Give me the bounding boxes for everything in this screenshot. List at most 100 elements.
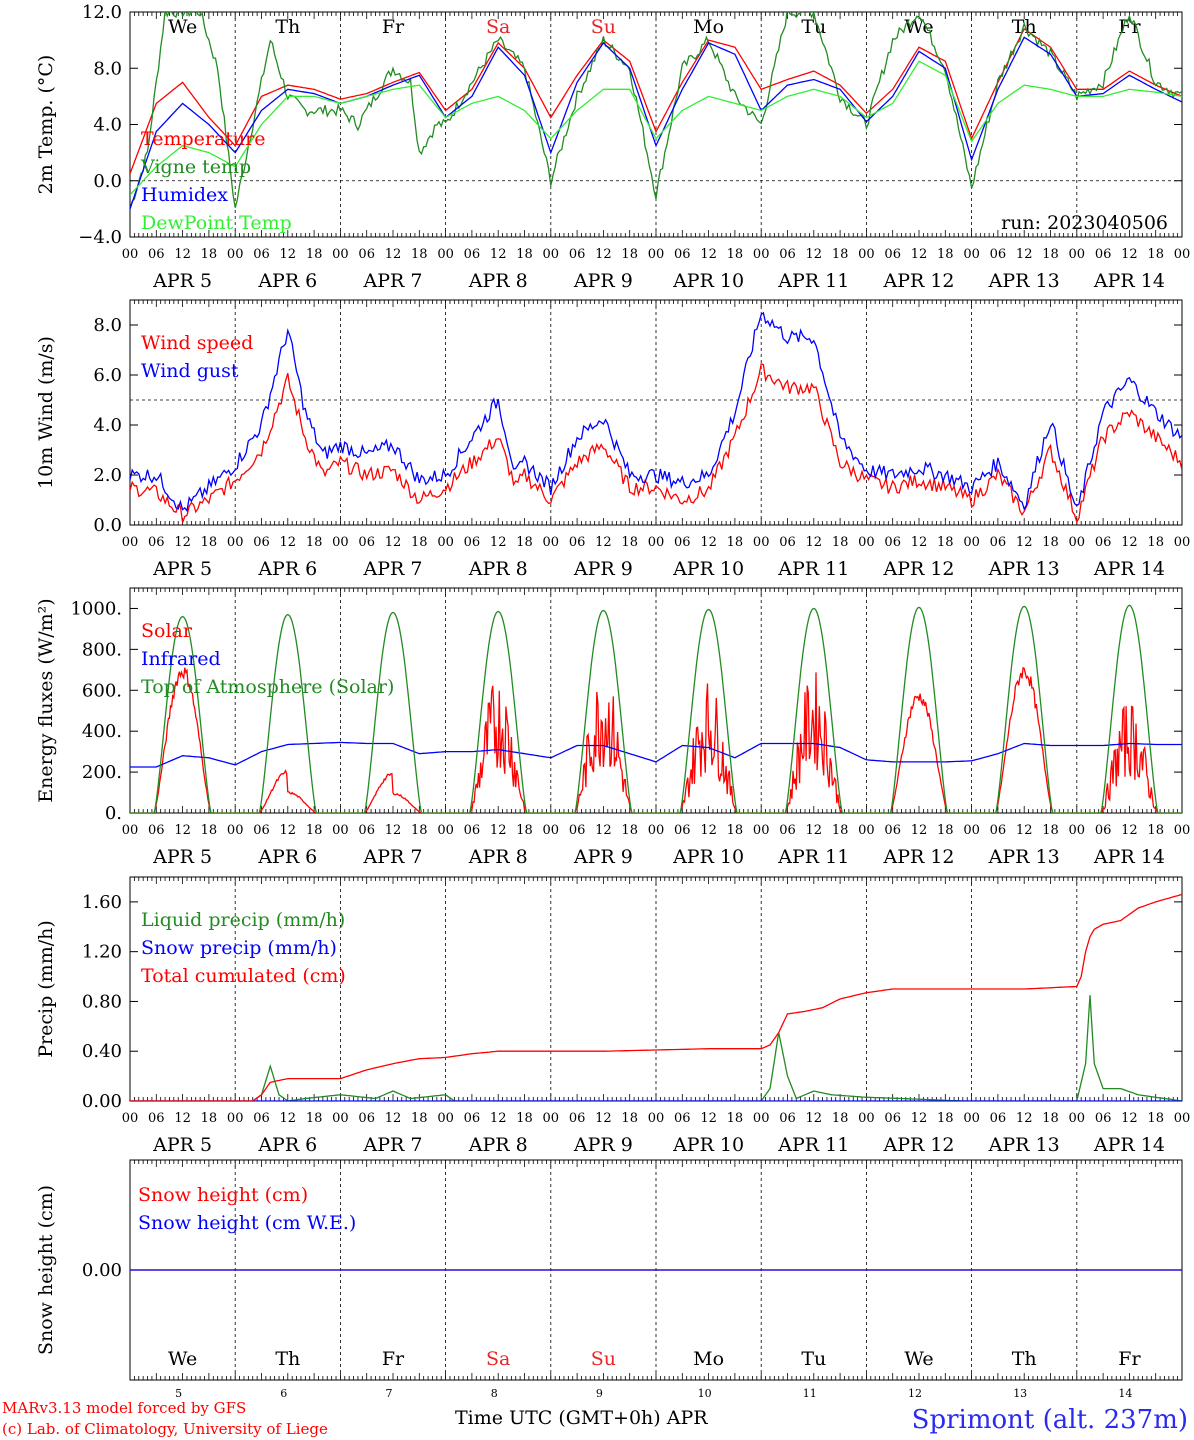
legend-entry: Infrared [141, 648, 221, 670]
x-tick-label: 06 [884, 247, 901, 262]
weekday-label: Tu [801, 1348, 826, 1370]
x-tick-label: 18 [201, 247, 218, 262]
legend-entry: Wind gust [141, 360, 239, 382]
credit-line-2: (c) Lab. of Climatology, University of L… [2, 1420, 328, 1438]
x-tick-label: 00 [753, 823, 770, 838]
day-label: APR 7 [363, 558, 423, 580]
x-tick-label: 00 [858, 1111, 875, 1126]
weekday-label: Sa [486, 16, 510, 38]
day-label: APR 7 [363, 270, 423, 292]
day-number: 10 [698, 1387, 712, 1400]
weekday-label: We [168, 16, 197, 38]
y-axis-label: Precip (mm/h) [35, 920, 57, 1058]
series-line-temperature [130, 27, 1182, 174]
x-tick-label: 12 [595, 247, 612, 262]
x-tick-label: 00 [1069, 247, 1086, 262]
weekday-label: Fr [382, 1348, 405, 1370]
day-label: APR 12 [882, 270, 954, 292]
x-tick-label: 18 [306, 247, 323, 262]
x-tick-label: 00 [963, 1111, 980, 1126]
x-tick-label: 06 [884, 535, 901, 550]
day-label: APR 11 [777, 846, 849, 868]
weekday-label: Mo [693, 16, 724, 38]
x-tick-label: 06 [464, 247, 481, 262]
series-line-humidex [130, 36, 1182, 210]
x-tick-label: 00 [1174, 1111, 1191, 1126]
legend-entry: Solar [141, 620, 193, 642]
y-axis-label: Energy fluxes (W/m²) [35, 598, 57, 802]
x-tick-label: 12 [911, 535, 928, 550]
legend-entry: Liquid precip (mm/h) [141, 909, 345, 931]
x-tick-label: 18 [1147, 247, 1164, 262]
x-tick-label: 00 [543, 1111, 560, 1126]
series-line-wind-speed [130, 363, 1182, 524]
legend-entry: Top of Atmosphere (Solar) [141, 676, 394, 698]
x-tick-label: 12 [700, 1111, 717, 1126]
x-tick-label: 06 [148, 823, 165, 838]
x-tick-label: 00 [437, 247, 454, 262]
day-label: APR 8 [468, 558, 528, 580]
day-label: APR 10 [672, 558, 744, 580]
day-label: APR 5 [152, 846, 212, 868]
legend-entry: Humidex [141, 184, 228, 206]
x-tick-label: 18 [937, 1111, 954, 1126]
day-label: APR 13 [988, 558, 1060, 580]
x-tick-label: 06 [1095, 535, 1112, 550]
day-label: APR 9 [573, 846, 633, 868]
y-tick-label: 400. [82, 721, 122, 742]
x-tick-label: 18 [306, 823, 323, 838]
day-number: 5 [175, 1387, 182, 1400]
chart-panel-1: −4.0 0.0 4.0 8.0 12.0 2m Temp. (°C) 00 06 12 18 AP… [35, 2, 1190, 292]
x-tick-label: 00 [1069, 1111, 1086, 1126]
x-tick-label: 12 [174, 247, 191, 262]
x-tick-label: 06 [990, 1111, 1007, 1126]
x-tick-label: 18 [937, 535, 954, 550]
x-tick-label: 06 [1095, 247, 1112, 262]
y-tick-label: 1.60 [82, 892, 122, 913]
x-tick-label: 18 [727, 535, 744, 550]
run-label: run: 2023040506 [1001, 212, 1168, 234]
y-axis-label: Snow height (cm) [35, 1185, 57, 1355]
day-label: APR 7 [363, 846, 423, 868]
x-tick-label: 06 [464, 1111, 481, 1126]
x-tick-label: 18 [411, 1111, 428, 1126]
x-tick-label: 18 [306, 1111, 323, 1126]
chart-panel-3: 0. 200. 400. 600. 800. 1000. Energy fluxes (W/… [35, 587, 1190, 868]
weekday-label: Th [275, 16, 300, 38]
x-tick-label: 12 [700, 823, 717, 838]
x-tick-label: 06 [884, 1111, 901, 1126]
x-tick-label: 00 [963, 535, 980, 550]
x-tick-label: 06 [779, 535, 796, 550]
chart-panel-4: 0.00 0.40 0.80 1.20 1.60 Precip (mm/h) 00 06 12 1… [35, 876, 1191, 1156]
x-tick-label: 06 [990, 247, 1007, 262]
x-tick-label: 06 [148, 1111, 165, 1126]
legend-entry: DewPoint Temp [141, 212, 292, 234]
x-tick-label: 06 [779, 247, 796, 262]
day-label: APR 10 [672, 270, 744, 292]
x-tick-label: 06 [148, 247, 165, 262]
x-tick-label: 18 [727, 247, 744, 262]
x-tick-label: 06 [990, 823, 1007, 838]
y-tick-label: 200. [82, 762, 122, 783]
x-tick-label: 12 [490, 1111, 507, 1126]
x-tick-label: 18 [832, 247, 849, 262]
x-tick-label: 18 [1147, 823, 1164, 838]
x-tick-label: 12 [700, 247, 717, 262]
x-tick-label: 00 [648, 823, 665, 838]
x-tick-label: 12 [490, 535, 507, 550]
x-tick-label: 18 [937, 823, 954, 838]
x-tick-label: 06 [569, 1111, 586, 1126]
day-label: APR 6 [257, 558, 317, 580]
x-tick-label: 18 [516, 247, 533, 262]
x-tick-label: 12 [174, 1111, 191, 1126]
station-name: Sprimont (alt. 237m) [912, 1405, 1188, 1435]
x-tick-label: 12 [911, 823, 928, 838]
day-number: 12 [908, 1387, 922, 1400]
weekday-label: Th [275, 1348, 300, 1370]
legend-entry: Vigne temp [140, 156, 251, 178]
day-label: APR 5 [152, 558, 212, 580]
y-tick-label: 4.0 [93, 115, 122, 136]
x-tick-label: 06 [569, 247, 586, 262]
chart-panel-5: 0.00 Snow height (cm) We Th Fr Sa Su Mo Tu We Th Fr… [35, 1159, 1183, 1400]
x-tick-label: 18 [832, 1111, 849, 1126]
